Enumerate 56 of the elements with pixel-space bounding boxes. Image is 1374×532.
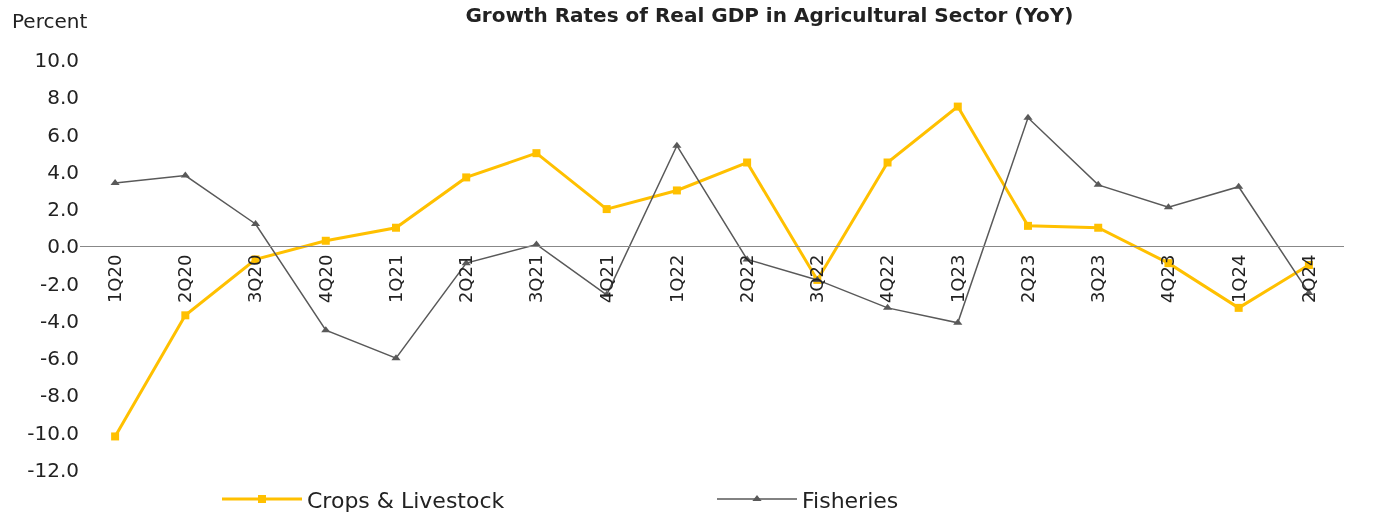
point	[1023, 113, 1033, 120]
point	[602, 205, 611, 214]
point	[321, 326, 331, 333]
point	[883, 158, 892, 167]
x-tick-label: 3Q23	[1087, 254, 1109, 304]
point	[1093, 180, 1103, 187]
x-tick-label: 1Q23	[946, 254, 968, 304]
x-tick-label: 2Q21	[455, 254, 477, 304]
y-tick-label: 10.0	[34, 48, 79, 72]
x-tick-label: 1Q21	[384, 254, 406, 304]
point	[111, 432, 120, 441]
y-tick-label: -2.0	[39, 271, 79, 296]
point	[743, 158, 752, 167]
x-tick-label: 1Q20	[103, 254, 125, 304]
point	[321, 236, 330, 245]
y-tick-label: -8.0	[39, 383, 79, 408]
x-tick-label: 3Q22	[806, 254, 828, 304]
point	[1024, 221, 1032, 230]
y-tick-label: 6.0	[47, 122, 79, 147]
x-tick-label: 3Q20	[244, 254, 266, 304]
x-tick-label: 4Q23	[1157, 254, 1179, 304]
x-tick-label: 4Q22	[876, 254, 898, 304]
point	[672, 186, 681, 195]
point	[1234, 303, 1243, 312]
chart-title: Growth Rates of Real GDP in Agricultural Sector (YoY)	[465, 2, 1074, 27]
y-tick-label: -4.0	[39, 308, 79, 333]
x-tick-label: 2Q23	[1016, 254, 1038, 304]
y-axis-title: Percent	[12, 9, 88, 33]
point	[180, 171, 190, 178]
point	[462, 173, 471, 182]
y-tick-label: 2.0	[47, 197, 79, 222]
y-tick-label: 8.0	[47, 85, 79, 110]
point	[953, 102, 962, 111]
point	[1094, 223, 1103, 232]
x-tick-label: 2Q22	[735, 254, 757, 304]
y-tick-label: -12.0	[27, 458, 79, 482]
x-tick-label: 2Q24	[1297, 254, 1319, 304]
x-tick-label: 2Q20	[174, 254, 196, 304]
point	[1234, 182, 1244, 189]
x-tick-label: 1Q22	[665, 254, 687, 304]
legend-label: Fisheries	[802, 487, 899, 513]
legend-label: Crops & Livestock	[307, 487, 505, 513]
point	[953, 318, 963, 325]
x-tick-label: 4Q21	[595, 254, 617, 304]
point	[181, 311, 190, 320]
point	[672, 141, 682, 148]
y-tick-label: -6.0	[39, 346, 79, 371]
x-tick-label: 3Q21	[525, 254, 547, 304]
x-tick-label: 1Q24	[1227, 254, 1249, 304]
y-tick-label: -10.0	[27, 420, 79, 445]
y-tick-label: 4.0	[47, 159, 79, 184]
x-tick-label: 4Q20	[314, 254, 336, 304]
point	[532, 149, 541, 158]
point	[391, 354, 401, 361]
point	[392, 223, 400, 232]
y-tick-label: 0.0	[47, 234, 79, 259]
